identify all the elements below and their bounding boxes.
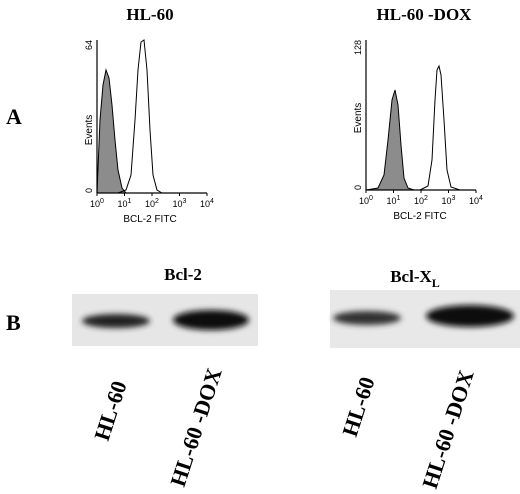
x-axis-label: BCL-2 FITC (393, 211, 446, 222)
x-ticks: 100 101 102 103 104 (359, 190, 483, 206)
blot-band (173, 310, 249, 330)
x-ticks: 100 101 102 103 104 (90, 193, 214, 209)
x-tick-label: 104 (200, 198, 214, 209)
y-axis-label: Events (84, 115, 95, 146)
lane-label: HL-60 -DOX (165, 365, 227, 490)
x-tick-label: 101 (118, 198, 132, 209)
blot-title: Bcl-XL (390, 267, 440, 290)
x-axis-label: BCL-2 FITC (123, 214, 176, 225)
lane-label: HL-60 -DOX (417, 367, 479, 492)
histogram-title: HL-60 (126, 5, 173, 24)
x-tick-label: 102 (145, 198, 159, 209)
x-tick-label: 100 (90, 198, 104, 209)
histogram-open (117, 39, 163, 194)
histogram-filled (365, 89, 415, 191)
lane-label: HL-60 (337, 374, 380, 440)
axes (365, 40, 476, 191)
x-tick-label: 102 (414, 195, 428, 206)
y-tick-label: 64 (84, 40, 94, 50)
y-tick-label: 0 (84, 188, 94, 193)
blot-title: Bcl-2 (164, 265, 202, 284)
blot-band (426, 305, 514, 327)
blot-band (333, 311, 401, 325)
y-axis-label: Events (353, 103, 364, 134)
blot-band (82, 314, 150, 328)
panel-label: A (6, 104, 22, 129)
histogram-title: HL-60 -DOX (377, 5, 473, 24)
panel-label: B (6, 310, 21, 335)
histogram-open (419, 64, 461, 191)
histogram-filled (96, 68, 128, 194)
x-tick-label: 103 (173, 198, 187, 209)
y-tick-label: 0 (353, 185, 363, 190)
x-tick-label: 103 (442, 195, 456, 206)
x-tick-label: 101 (387, 195, 401, 206)
x-tick-label: 104 (469, 195, 483, 206)
lane-label: HL-60 (89, 378, 132, 444)
x-tick-label: 100 (359, 195, 373, 206)
y-tick-label: 128 (353, 40, 363, 55)
